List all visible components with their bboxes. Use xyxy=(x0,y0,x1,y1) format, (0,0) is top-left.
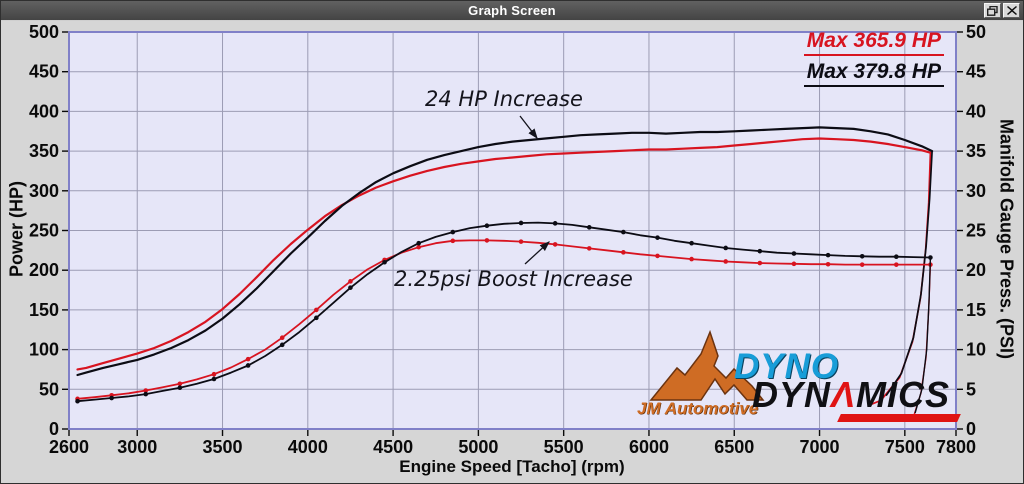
svg-text:7800: 7800 xyxy=(936,437,976,457)
series-power-black-rundown xyxy=(885,151,933,397)
svg-text:0: 0 xyxy=(966,419,976,439)
series-power-black xyxy=(76,126,934,377)
svg-text:4500: 4500 xyxy=(373,437,413,457)
svg-text:500: 500 xyxy=(29,22,59,42)
svg-text:200: 200 xyxy=(29,260,59,280)
svg-text:7500: 7500 xyxy=(885,437,925,457)
svg-text:6500: 6500 xyxy=(714,437,754,457)
svg-text:3500: 3500 xyxy=(202,437,242,457)
svg-text:100: 100 xyxy=(29,340,59,360)
svg-text:150: 150 xyxy=(29,300,59,320)
series-power-red xyxy=(76,137,932,371)
svg-text:5000: 5000 xyxy=(458,437,498,457)
window-controls xyxy=(984,3,1020,18)
window-title: Graph Screen xyxy=(468,3,556,18)
svg-text:300: 300 xyxy=(29,181,59,201)
svg-text:10: 10 xyxy=(966,340,986,360)
close-button[interactable] xyxy=(1003,3,1020,18)
restore-icon xyxy=(987,5,998,16)
restore-button[interactable] xyxy=(984,3,1001,18)
close-icon xyxy=(1006,6,1017,15)
legend-max-hp-black: Max 379.8 HP xyxy=(803,61,944,88)
legend: Max 365.9 HP Max 379.8 HP xyxy=(803,29,944,92)
svg-text:4000: 4000 xyxy=(288,437,328,457)
svg-text:5: 5 xyxy=(966,379,976,399)
svg-text:50: 50 xyxy=(39,379,59,399)
svg-text:30: 30 xyxy=(966,181,986,201)
svg-text:50: 50 xyxy=(966,22,986,42)
title-bar[interactable]: Graph Screen xyxy=(1,1,1023,21)
svg-text:2600: 2600 xyxy=(49,437,89,457)
svg-text:20: 20 xyxy=(966,260,986,280)
y-axis-title-boost: Manifold Gauge Press. (PSI) xyxy=(996,118,1017,360)
svg-text:400: 400 xyxy=(29,101,59,121)
legend-max-hp-red: Max 365.9 HP xyxy=(803,29,944,57)
y-axis-title-power: Power (HP) xyxy=(6,180,27,278)
chart-area: 2600 3000 3500 4000 4500 5000 5500 6000 6500 7000… xyxy=(1,21,1023,483)
svg-text:15: 15 xyxy=(966,300,986,320)
svg-text:450: 450 xyxy=(29,62,59,82)
series-boost-black xyxy=(76,221,932,403)
svg-text:7000: 7000 xyxy=(800,437,840,457)
svg-text:5500: 5500 xyxy=(544,437,584,457)
dyno-chart-canvas: 2600 3000 3500 4000 4500 5000 5500 6000 6500 7000… xyxy=(29,22,986,457)
svg-text:350: 350 xyxy=(29,141,59,161)
annotation-boost-increase: 2.25psi Boost Increase xyxy=(394,267,633,291)
svg-text:45: 45 xyxy=(966,62,986,82)
svg-text:25: 25 xyxy=(966,221,986,241)
svg-text:6000: 6000 xyxy=(629,437,669,457)
svg-text:0: 0 xyxy=(49,419,59,439)
series-boost-red xyxy=(76,239,932,400)
svg-text:3000: 3000 xyxy=(117,437,157,457)
svg-text:250: 250 xyxy=(29,221,59,241)
x-axis-title: Engine Speed [Tacho] (rpm) xyxy=(399,457,625,476)
annotation-hp-increase: 24 HP Increase xyxy=(425,87,583,111)
svg-text:40: 40 xyxy=(966,101,986,121)
series-boost-black-rundown xyxy=(914,257,932,414)
svg-text:35: 35 xyxy=(966,141,986,161)
